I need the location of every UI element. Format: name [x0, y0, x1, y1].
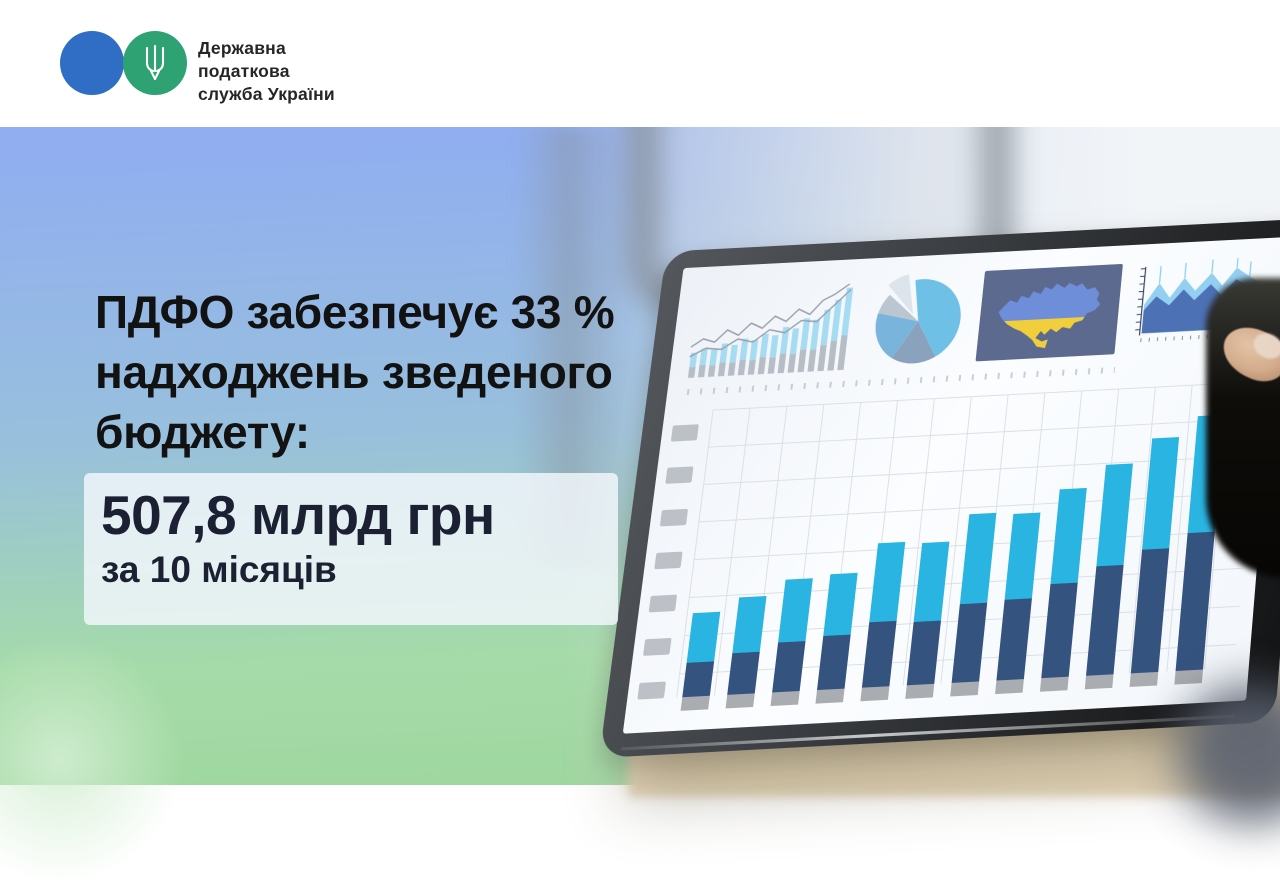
stacked-bar — [905, 542, 949, 699]
tablet — [599, 218, 1280, 758]
ukraine-map-icon — [984, 268, 1115, 357]
org-name: Державна податкова служба України — [198, 37, 335, 106]
stacked-bar — [950, 513, 996, 697]
stat-amount: 507,8 млрд грн — [101, 484, 618, 546]
logo-green-circle — [123, 31, 187, 95]
header-bar: Державна податкова служба України — [0, 0, 1280, 127]
ukraine-shape — [995, 281, 1103, 351]
headline: ПДФО забезпечує 33 % надходжень зведеног… — [95, 282, 614, 462]
hand-shadow — [1206, 278, 1280, 578]
stacked-bar — [860, 542, 905, 701]
stacked-bar — [1040, 488, 1087, 692]
logo-blue-circle — [60, 31, 124, 95]
stat-period: за 10 місяців — [101, 548, 618, 592]
trident-icon — [135, 41, 175, 85]
ukraine-map-card — [976, 264, 1123, 362]
stacked-bar — [770, 578, 812, 706]
pie-chart — [859, 267, 976, 373]
headline-line-3: бюджету: — [95, 402, 614, 462]
stacked-bar — [1130, 437, 1180, 687]
headline-line-2: надходжень зведеного — [95, 342, 614, 402]
mini-charts-row — [685, 251, 1277, 381]
stacked-bar — [995, 513, 1040, 695]
headline-line-1: ПДФО забезпечує 33 % — [95, 282, 614, 342]
mini-bar-line-chart — [685, 274, 861, 379]
org-name-line-3: служба України — [198, 83, 335, 106]
stacked-bar-chart-bars — [681, 381, 1255, 710]
stat-box: 507,8 млрд грн за 10 місяців — [84, 473, 618, 625]
stacked-bar — [726, 596, 767, 708]
org-name-line-2: податкова — [198, 60, 335, 83]
tablet-screen — [623, 237, 1280, 733]
stacked-bar-chart — [676, 381, 1258, 697]
stacked-bar — [815, 573, 857, 704]
org-name-line-1: Державна — [198, 37, 335, 60]
stacked-bar — [1085, 463, 1133, 689]
